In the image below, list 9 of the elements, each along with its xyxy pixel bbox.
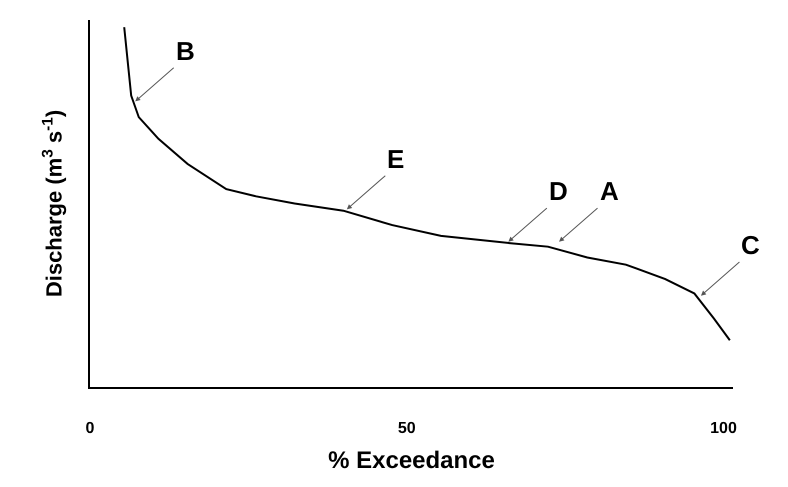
annotation: C	[741, 230, 760, 260]
x-axis-title: % Exceedance	[328, 446, 495, 474]
annotation: E	[387, 144, 404, 174]
x-tick-label: 100	[710, 420, 737, 437]
annotation: D	[549, 176, 568, 206]
annotation: B	[176, 36, 195, 66]
annotation: A	[600, 176, 619, 206]
x-tick-label: 0	[86, 420, 95, 437]
x-tick-label: 50	[398, 420, 416, 437]
